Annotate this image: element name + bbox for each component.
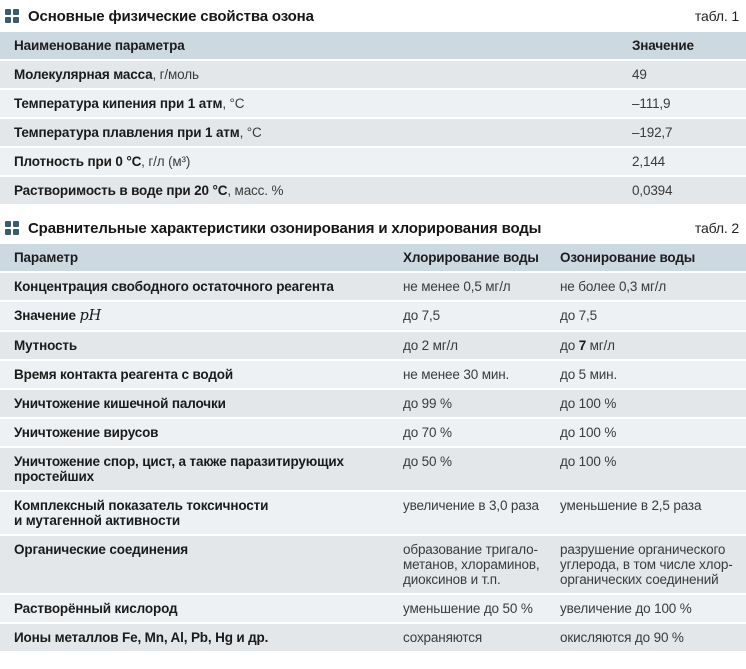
table-row: Температура плавления при 1 атм, °С –192… xyxy=(0,119,746,148)
table2-header-chlorine: Хлорирование воды xyxy=(403,250,539,265)
chlorine-value: уменьшение до 50 % xyxy=(403,601,533,616)
chlorine-value: до 99 % xyxy=(403,396,452,411)
param-unit: , г/л (м³) xyxy=(141,154,191,169)
ozone-value: до 7,5 xyxy=(560,308,598,323)
param-label: Комплексный показатель токсичности и мут… xyxy=(14,498,269,528)
param-label: Ионы металлов Fe, Mn, Al, Pb, Hg и др. xyxy=(14,630,269,645)
table1-tag: табл. 1 xyxy=(694,8,739,24)
table1-title: Основные физические свойства озона xyxy=(28,7,314,25)
table1-heading: Основные физические свойства озона табл.… xyxy=(0,0,746,32)
table-row: Уничтожение вирусов до 70 % до 100 % xyxy=(0,419,746,448)
table-row: Плотность при 0 °С, г/л (м³) 2,144 xyxy=(0,148,746,177)
param-label: Плотность при 0 °С xyxy=(14,154,142,169)
table2-title: Сравнительные характеристики озонировани… xyxy=(28,219,542,237)
param-label: Концентрация свободного остаточного реаг… xyxy=(14,279,334,294)
ph-math-symbol: pH xyxy=(79,308,102,324)
chlorine-value: до 7,5 xyxy=(403,308,441,323)
ozone-value: до 7 мг/л xyxy=(560,338,615,353)
table-row: Уничтожение спор, цист, а также паразити… xyxy=(0,448,746,492)
ozone-value: увеличение до 100 % xyxy=(560,601,692,616)
chlorine-value: не менее 30 мин. xyxy=(403,367,510,382)
table-row: Уничтожение кишечной палочки до 99 % до … xyxy=(0,390,746,419)
param-label: Молекулярная масса xyxy=(14,67,153,82)
table1-header-value: Значение xyxy=(632,38,694,53)
chlorine-value: сохраняются xyxy=(403,630,483,645)
chlorine-value: до 2 мг/л xyxy=(403,338,458,353)
ozone-value: до 5 мин. xyxy=(560,367,618,382)
param-label: Уничтожение спор, цист, а также паразити… xyxy=(14,454,344,484)
table-row: Значение pH до 7,5 до 7,5 xyxy=(0,302,746,332)
chlorine-value: не менее 0,5 мг/л xyxy=(403,279,511,294)
param-value: 0,0394 xyxy=(632,183,673,198)
table-row: Концентрация свободного остаточного реаг… xyxy=(0,273,746,302)
grid-dots-icon xyxy=(5,9,19,23)
param-unit: , г/моль xyxy=(152,67,199,82)
ozone-value: до 100 % xyxy=(560,425,617,440)
param-value: 49 xyxy=(632,67,647,82)
table-row: Растворённый кислород уменьшение до 50 %… xyxy=(0,595,746,624)
table-row: Ионы металлов Fe, Mn, Al, Pb, Hg и др. с… xyxy=(0,624,746,653)
table-row: Молекулярная масса, г/моль 49 xyxy=(0,61,746,90)
param-label: Органические соединения xyxy=(14,542,188,557)
chlorine-value: до 70 % xyxy=(403,425,452,440)
param-label: Мутность xyxy=(14,338,77,353)
magazine-tables-page: Основные физические свойства озона табл.… xyxy=(0,0,746,653)
param-label: Растворимость в воде при 20 °С xyxy=(14,183,228,198)
table-row: Комплексный показатель токсичности и мут… xyxy=(0,492,746,536)
ozone-value: не более 0,3 мг/л xyxy=(560,279,667,294)
table2-header-row: Параметр Хлорирование воды Озонирование … xyxy=(0,244,746,273)
ozone-value: уменьшение в 2,5 раза xyxy=(560,498,702,513)
table2: Параметр Хлорирование воды Озонирование … xyxy=(0,244,746,653)
ozone-value: до 100 % xyxy=(560,454,617,469)
param-value: –192,7 xyxy=(632,125,673,140)
ozone-value: разрушение органического углерода, в том… xyxy=(560,542,733,587)
param-label: Температура плавления при 1 атм xyxy=(14,125,240,140)
chlorine-value: до 50 % xyxy=(403,454,452,469)
param-label: Температура кипения при 1 атм xyxy=(14,96,223,111)
param-label: Время контакта реагента с водой xyxy=(14,367,233,382)
table-row: Температура кипения при 1 атм, °С –111,9 xyxy=(0,90,746,119)
param-label: Растворённый кислород xyxy=(14,601,178,616)
ozone-value: до 100 % xyxy=(560,396,617,411)
table-row: Мутность до 2 мг/л до 7 мг/л xyxy=(0,332,746,361)
grid-dots-icon xyxy=(5,221,19,235)
ozone-value: окисляются до 90 % xyxy=(560,630,684,645)
param-value: 2,144 xyxy=(632,154,666,169)
param-label: Уничтожение кишечной палочки xyxy=(14,396,226,411)
table-row: Растворимость в воде при 20 °С, масс. % … xyxy=(0,177,746,206)
table2-heading: Сравнительные характеристики озонировани… xyxy=(0,212,746,244)
table2-header-param: Параметр xyxy=(14,250,78,265)
param-value: –111,9 xyxy=(632,96,671,111)
table1-header-param: Наименование параметра xyxy=(14,38,185,53)
param-label: Уничтожение вирусов xyxy=(14,425,159,440)
chlorine-value: увеличение в 3,0 раза xyxy=(403,498,539,513)
table1: Наименование параметра Значение Молекуля… xyxy=(0,32,746,206)
chlorine-value: образование тригало- метанов, хлораминов… xyxy=(403,542,540,587)
table2-header-ozone: Озонирование воды xyxy=(560,250,696,265)
table-row: Органические соединения образование триг… xyxy=(0,536,746,595)
table2-tag: табл. 2 xyxy=(694,220,739,236)
param-unit: , °С xyxy=(222,96,245,111)
param-label: Значение xyxy=(14,308,80,323)
table-row: Время контакта реагента с водой не менее… xyxy=(0,361,746,390)
table1-header-row: Наименование параметра Значение xyxy=(0,32,746,61)
param-unit: , масс. % xyxy=(227,183,284,198)
param-unit: , °С xyxy=(239,125,262,140)
